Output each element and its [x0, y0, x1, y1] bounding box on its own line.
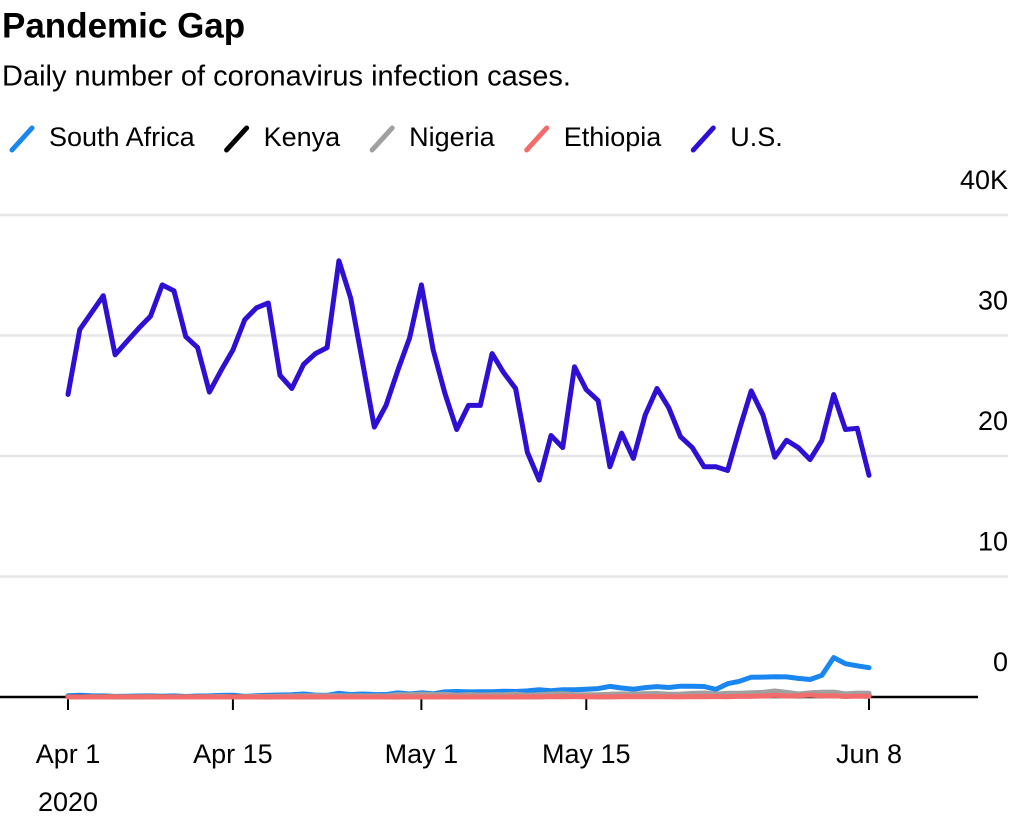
y-tick-label: 40K	[960, 165, 1008, 195]
legend-label: Ethiopia	[564, 122, 663, 152]
x-tick-label: Apr 15	[193, 739, 273, 769]
series-line	[65, 692, 872, 700]
x-tick-label: May 15	[542, 739, 631, 769]
series-line	[65, 258, 872, 483]
legend-marker	[369, 125, 395, 153]
x-tick-label: May 1	[385, 739, 459, 769]
legend-label: Kenya	[264, 122, 342, 152]
chart-title: Pandemic Gap	[2, 6, 245, 45]
y-tick-label: 0	[993, 647, 1008, 677]
legend-label: South Africa	[49, 122, 196, 152]
grid: 0 10 20 30 40K Apr 1 Apr 15 May 1 May 15 Jun 8 202…	[0, 165, 1008, 817]
y-tick-label: 10	[978, 527, 1008, 557]
x-tick-label: Apr 1	[36, 739, 101, 769]
legend-label: U.S.	[730, 122, 783, 152]
y-tick-label: 20	[978, 406, 1008, 436]
legend-marker	[224, 125, 250, 153]
x-year-label: 2020	[38, 787, 98, 817]
legend-marker	[524, 125, 550, 153]
legend-marker	[690, 125, 716, 153]
legend: South Africa Kenya Nigeria Ethiopia U.S.	[9, 122, 783, 153]
chart-subtitle: Daily number of coronavirus infection ca…	[2, 61, 571, 93]
legend-label: Nigeria	[409, 122, 496, 152]
y-tick-label: 30	[978, 286, 1008, 316]
legend-marker	[9, 125, 35, 153]
plot	[65, 258, 872, 700]
x-tick-label: Jun 8	[836, 739, 902, 769]
